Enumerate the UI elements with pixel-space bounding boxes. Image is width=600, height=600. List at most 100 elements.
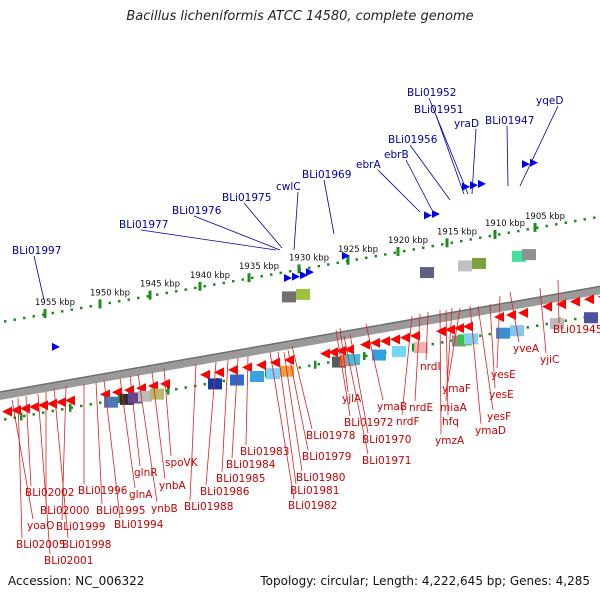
upper-scale-dot (289, 269, 292, 273)
upper-scale-dot (23, 316, 26, 320)
reverse-leader-line (17, 397, 23, 539)
upper-scale-dot (89, 305, 92, 308)
upper-scale-dot (213, 283, 216, 286)
lower-scale-tick (69, 403, 72, 412)
forward-gene-label: BLi01956 (388, 134, 438, 146)
lower-scale-dot (203, 382, 206, 386)
upper-feature-block (522, 249, 536, 261)
forward-gene-label: cwlC (276, 181, 301, 193)
lower-scale-dot (42, 411, 45, 414)
reverse-gene-arrow (214, 367, 224, 378)
upper-feature-block (282, 291, 296, 303)
lower-feature-block (128, 392, 142, 404)
reverse-gene-arrow (56, 397, 66, 408)
reverse-leader-line (61, 385, 67, 521)
upper-scale-dot (498, 233, 501, 236)
upper-scale-dot (184, 288, 187, 291)
upper-scale-dot (260, 274, 263, 278)
lower-feature-block (346, 354, 360, 366)
reverse-leader-line (221, 359, 229, 473)
reverse-gene-label: BLi01971 (362, 455, 411, 467)
scale-tick-label: 1935 kbp (239, 262, 279, 272)
upper-scale-dot (194, 286, 197, 290)
upper-scale-dot (441, 243, 444, 246)
forward-gene-arrow (432, 209, 440, 218)
reverse-gene-label: yveA (513, 343, 540, 355)
lower-feature-block (584, 312, 598, 324)
reverse-leader-line (103, 379, 121, 519)
reverse-gene-label: yesE (491, 369, 516, 381)
reverse-gene-arrow (556, 299, 566, 310)
lower-feature-block (266, 368, 280, 380)
upper-scale-dot (270, 273, 273, 276)
lower-feature-block (150, 388, 164, 400)
lower-scale-tick (20, 412, 23, 421)
scale-tick (247, 273, 251, 283)
upper-scale-dot (232, 279, 235, 283)
reverse-leader-line (269, 351, 295, 500)
upper-scale-dot (355, 258, 358, 261)
lower-scale-dot (488, 332, 491, 336)
scale-tick-label: 1925 kbp (338, 245, 378, 255)
upper-scale-dot (80, 306, 83, 310)
lower-scale-tick (314, 360, 317, 369)
lower-scale-dot (479, 334, 482, 337)
reverse-leader-line (189, 363, 197, 501)
reverse-gene-arrow (584, 294, 594, 305)
reverse-gene-label: nrdE (409, 402, 433, 414)
upper-scale-dot (384, 253, 387, 256)
reverse-gene-arrow (400, 332, 410, 343)
forward-leader-line (471, 128, 477, 195)
upper-scale-dot (412, 248, 415, 251)
upper-scale-dot (61, 310, 64, 313)
reverse-gene-label: yoaO (27, 520, 54, 532)
reverse-gene-arrow (463, 321, 473, 332)
upper-scale-dot (574, 219, 577, 223)
reverse-gene-label: BLi02002 (25, 487, 74, 499)
lower-scale-dot (526, 326, 529, 329)
reverse-gene-label: yesE (489, 389, 514, 401)
reverse-leader-line (509, 291, 520, 343)
forward-gene-arrow (424, 211, 432, 220)
reverse-gene-arrow (47, 398, 57, 409)
upper-scale-dot (165, 291, 168, 295)
lower-scale-dot (298, 366, 301, 369)
reverse-gene-label: yjiC (540, 354, 559, 366)
reverse-leader-line (119, 377, 136, 489)
reverse-leader-line (496, 295, 501, 369)
reverse-gene-label: BLi02001 (44, 555, 93, 567)
reverse-leader-line (439, 309, 442, 435)
lower-feature-block (414, 342, 428, 354)
reverse-gene-label: BLi01994 (114, 519, 164, 531)
forward-leader-line (519, 105, 559, 187)
upper-scale-dot (536, 226, 539, 229)
scale-tick (346, 255, 350, 265)
upper-feature-block (472, 257, 486, 269)
scale-tick-label: 1915 kbp (437, 227, 477, 237)
forward-gene-label: BLi01977 (119, 219, 168, 231)
reverse-gene-label: ymaD (475, 425, 506, 437)
forward-gene-label: BLi01997 (12, 245, 61, 257)
forward-gene-arrow (284, 274, 292, 283)
reverse-gene-arrow (136, 383, 146, 394)
upper-scale-dot (564, 221, 567, 224)
upper-scale-dot (13, 318, 16, 321)
forward-gene-arrow (478, 179, 486, 188)
reverse-gene-label: glnA (129, 489, 153, 501)
reverse-leader-line (25, 395, 32, 487)
lower-scale-tick (167, 386, 170, 395)
reverse-leader-line (151, 371, 166, 480)
scale-tick-label: 1905 kbp (525, 212, 565, 222)
upper-scale-dot (393, 251, 396, 255)
scale-tick (297, 264, 301, 274)
lower-feature-block (464, 333, 478, 345)
forward-gene-arrow (300, 271, 308, 280)
reverse-leader-line (339, 327, 349, 393)
upper-scale-dot (251, 276, 254, 280)
upper-scale-dot (555, 223, 558, 226)
reverse-leader-line (283, 351, 303, 472)
lower-scale-dot (51, 409, 54, 413)
reverse-leader-line (425, 311, 429, 361)
forward-leader-line (323, 179, 335, 235)
upper-scale-dot (308, 266, 311, 270)
